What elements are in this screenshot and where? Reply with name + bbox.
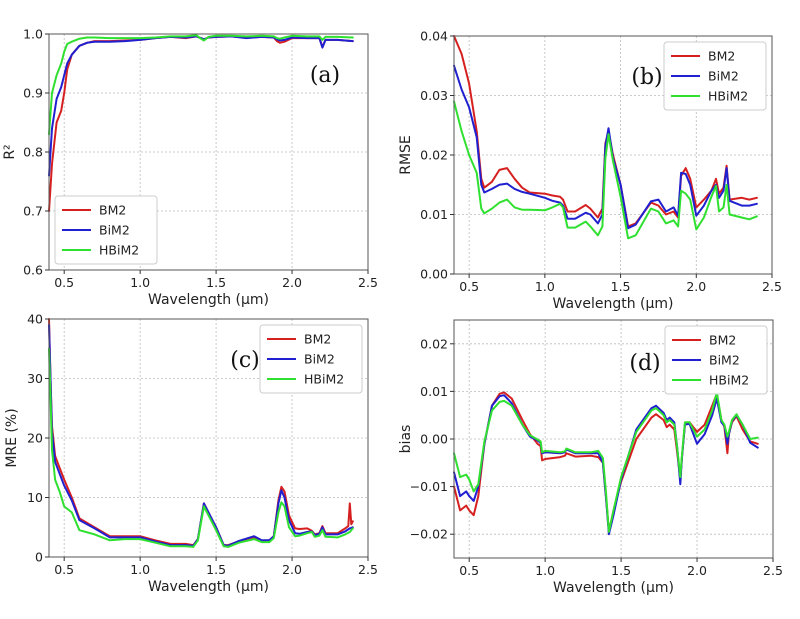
legend-box [259,324,363,394]
x-tick-label: 2.0 [282,275,302,290]
x-tick-label: 2.5 [358,275,378,290]
panel-c: 0.5 1.0 1.5 2.0 2.5 0 10 20 30 40 Wavelength (µm) M… [4,312,378,596]
y-tick-label: 0.8 [23,145,43,160]
y-tick-label: 0.00 [420,432,448,447]
y-tick-label: 0.7 [23,204,43,219]
x-tick-label: 2.5 [763,563,783,578]
y-tick-label: 0.01 [420,207,448,222]
legend-box [663,41,767,111]
legend-label-bm2: BM2 [708,49,735,64]
y-tick-label: 0 [35,550,43,565]
legend-box [54,195,158,265]
x-tick-label: 2.0 [282,562,302,577]
x-tick-label: 0.5 [459,279,479,294]
y-tick-label: 0.04 [420,29,448,44]
y-tick-label: 30 [27,371,43,386]
legend: BM2 BiM2 HBiM2 [663,41,767,111]
x-tick-label: 1.5 [611,279,631,294]
legend-box [664,325,768,395]
panel-d: 0.5 1.0 1.5 2.0 2.5 −0.02 −0.01 0.00 0.01 0.02 Wav… [398,319,783,596]
x-tick-label: 2.0 [686,279,706,294]
y-tick-label: 0.02 [420,336,448,351]
legend-label-hbim2: HBiM2 [304,372,344,387]
series-line-hbim2 [453,100,758,240]
y-tick-label: −0.02 [410,527,448,542]
legend-label-bim2: BiM2 [709,353,740,368]
x-tick-label: 2.5 [762,279,782,294]
x-tick-label: 1.0 [535,279,555,294]
legend-label-bm2: BM2 [99,203,126,218]
x-tick-label: 1.5 [206,275,226,290]
legend-label-bim2: BiM2 [304,352,335,367]
y-tick-label: −0.01 [410,479,448,494]
legend-label-hbim2: HBiM2 [708,89,748,104]
y-tick-label: 1.0 [23,27,43,42]
x-tick-label: 2.5 [358,562,378,577]
y-axis-label: RMSE [398,135,414,175]
legend: BM2 BiM2 HBiM2 [259,324,363,394]
legend-label-bim2: BiM2 [708,69,739,84]
y-tick-label: 20 [27,431,43,446]
legend-label-bim2: BiM2 [99,223,130,238]
x-tick-label: 2.0 [687,563,707,578]
panel-b: 0.5 1.0 1.5 2.0 2.5 0.00 0.01 0.02 0.03 0.04 Wavel… [398,29,782,313]
x-tick-label: 1.0 [130,562,150,577]
x-axis-label: Wavelength (µm) [553,580,674,596]
series-line-hbim2 [48,347,354,548]
legend: BM2 BiM2 HBiM2 [54,195,158,265]
x-tick-label: 0.5 [54,562,74,577]
x-axis-label: Wavelength (µm) [148,292,269,308]
legend-label-hbim2: HBiM2 [709,373,749,388]
series-line-hbim2 [453,391,759,533]
x-tick-label: 1.5 [206,562,226,577]
panel-a: 0.5 1.0 1.5 2.0 2.5 0.6 0.7 0.8 0.9 1.0 Wavelength… [2,27,378,309]
y-tick-label: 0.02 [420,148,448,163]
y-tick-label: 0.9 [23,86,43,101]
x-tick-label: 1.0 [535,563,555,578]
y-tick-label: 0.03 [420,88,448,103]
y-tick-label: 0.00 [420,267,448,282]
y-tick-label: 40 [27,312,43,327]
panel-label: (b) [631,65,662,90]
y-axis-label: MRE (%) [4,408,20,467]
x-tick-label: 0.5 [54,275,74,290]
panel-label: (d) [629,351,660,376]
series-line-hbim2 [48,34,354,136]
y-tick-label: 10 [27,490,43,505]
x-tick-label: 1.0 [130,275,150,290]
x-axis-label: Wavelength (µm) [148,579,269,595]
legend-label-bm2: BM2 [709,333,736,348]
x-axis-label: Wavelength (µm) [553,296,674,312]
x-tick-label: 1.5 [611,563,631,578]
y-axis-label: R² [2,144,18,159]
y-tick-label: 0.6 [23,263,43,278]
panel-label: (a) [310,63,340,88]
panel-label: (c) [230,348,260,373]
x-tick-label: 0.5 [459,563,479,578]
legend-label-bm2: BM2 [304,332,331,347]
y-axis-label: bias [398,425,414,454]
y-tick-label: 0.01 [420,384,448,399]
legend: BM2 BiM2 HBiM2 [664,325,768,395]
series-line-bim2 [453,64,758,230]
legend-label-hbim2: HBiM2 [99,243,139,258]
